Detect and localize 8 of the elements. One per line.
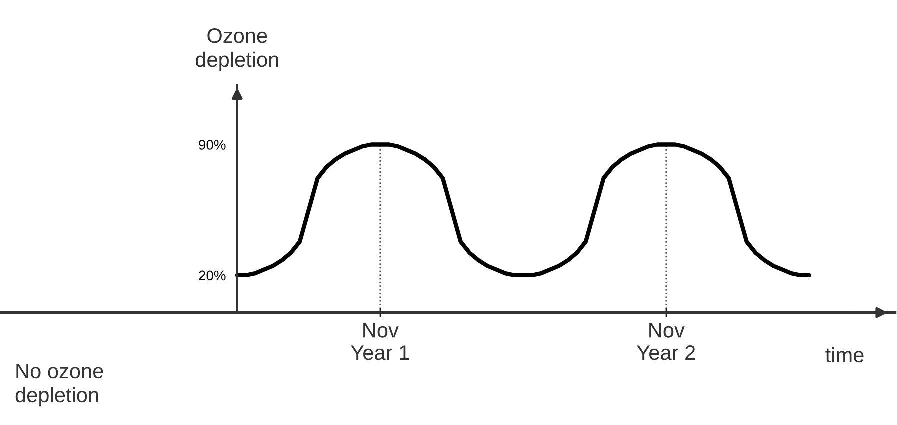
y-tick-label: 20% [199, 270, 226, 281]
x-tick-label: Nov Year 1 [351, 323, 410, 360]
y-axis-title: Ozone depletion [196, 28, 278, 72]
y-tick-label: 90% [199, 140, 226, 150]
line-series [235, 142, 812, 278]
x-tick-label: Nov Year 2 [637, 323, 696, 360]
text: No ozone depletion [16, 364, 104, 407]
x-axis-title: time [826, 347, 864, 363]
